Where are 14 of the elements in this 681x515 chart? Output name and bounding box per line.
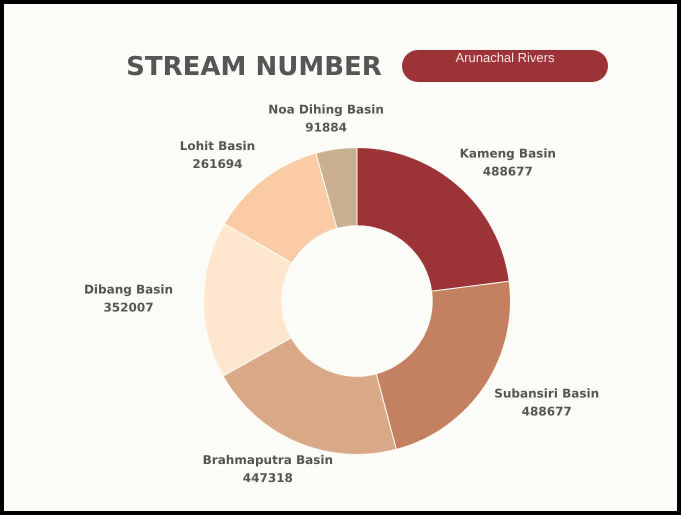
- slice-label: Lohit Basin: [180, 138, 256, 153]
- data-label: 488677: [482, 164, 533, 178]
- chart-title: STREAM NUMBER: [125, 52, 383, 82]
- slice-label: Noa Dihing Basin: [268, 102, 384, 116]
- slice-label: Brahmaputra Basin: [202, 453, 334, 468]
- data-label: 91884: [305, 120, 348, 134]
- chart-subtitle: Arunachal Rivers: [402, 50, 608, 82]
- data-label: 447318: [242, 471, 293, 486]
- slice-label: Dibang Basin: [84, 282, 174, 297]
- data-label: 261694: [192, 156, 243, 171]
- slice-label: Subansiri Basin: [494, 386, 600, 400]
- data-label: 352007: [103, 300, 154, 315]
- data-label: 488677: [522, 404, 572, 418]
- slice-label: Kameng Basin: [460, 146, 556, 160]
